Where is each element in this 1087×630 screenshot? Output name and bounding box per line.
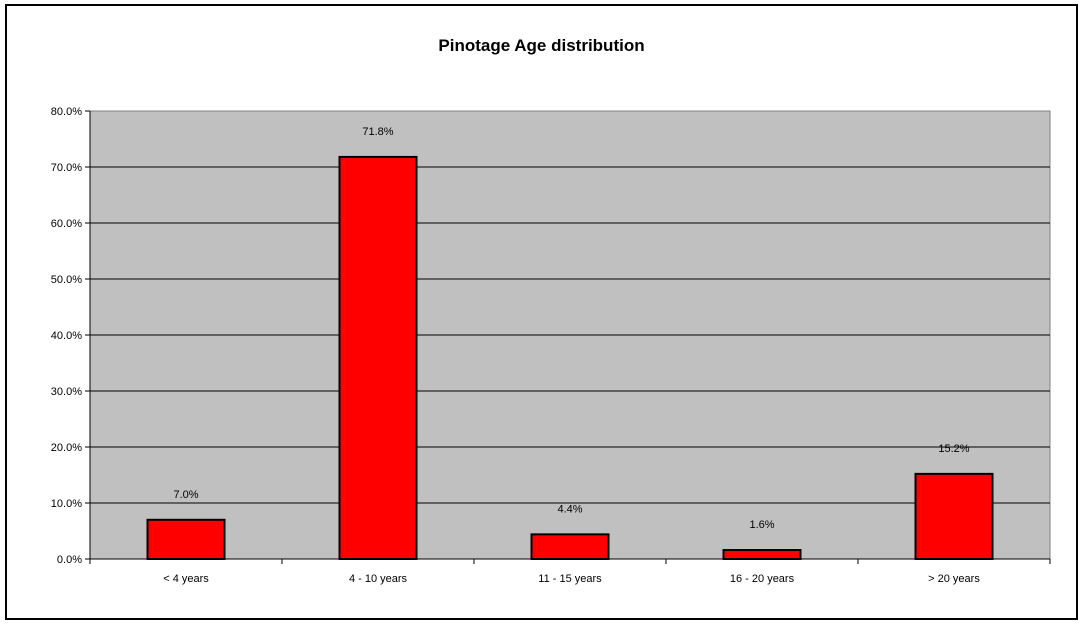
y-tick-label: 0.0% [57, 554, 82, 566]
y-tick-label: 10.0% [51, 498, 82, 510]
data-label: 1.6% [749, 519, 774, 531]
data-label: 15.2% [938, 443, 969, 455]
grid-lines [90, 166, 1050, 504]
y-tick-label: 80.0% [51, 106, 82, 118]
y-tick-label: 60.0% [51, 218, 82, 230]
y-tick-label: 50.0% [51, 274, 82, 286]
chart-title: Pinotage Age distribution [438, 36, 645, 55]
y-tick-label: 40.0% [51, 330, 82, 342]
bar [146, 518, 226, 560]
y-tick-label: 30.0% [51, 386, 82, 398]
bar [914, 472, 994, 561]
y-tick-label: 70.0% [51, 162, 82, 174]
bar [722, 549, 802, 560]
y-tick-label: 20.0% [51, 442, 82, 454]
bar [530, 533, 610, 560]
data-label: 7.0% [173, 489, 198, 501]
x-tick-label: 16 - 20 years [730, 573, 795, 585]
bars [146, 155, 994, 561]
x-tick-label: < 4 years [163, 573, 209, 585]
bar [338, 155, 418, 560]
data-label: 4.4% [557, 503, 582, 515]
x-tick-label: 4 - 10 years [349, 573, 408, 585]
x-tick-label: 11 - 15 years [538, 573, 602, 585]
axes [85, 110, 1051, 564]
x-tick-label: > 20 years [928, 573, 980, 585]
labels: 0.0% 10.0% 20.0% 30.0% 40.0% 50.0% 60.0% 70.0% 8… [51, 106, 981, 585]
data-label: 71.8% [362, 126, 393, 138]
